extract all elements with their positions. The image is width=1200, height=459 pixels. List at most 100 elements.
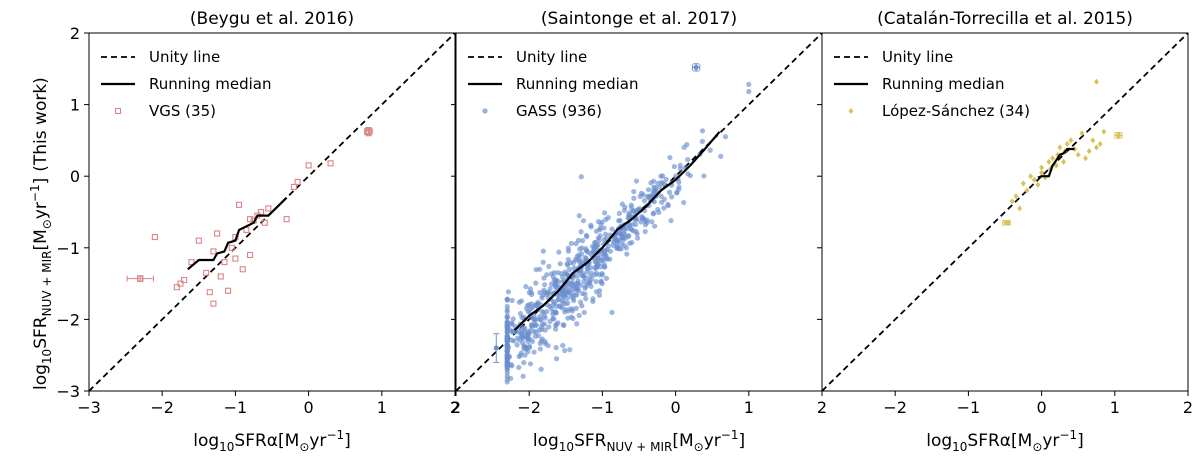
panel-1: (Beygu et al. 2016) −3 −2 −1 0 1 2 −3 −2 −1 0 1 2 log… xyxy=(56,9,460,454)
data-point xyxy=(588,270,594,276)
data-point xyxy=(529,323,535,329)
data-point xyxy=(574,321,580,327)
data-point xyxy=(631,189,637,195)
data-point xyxy=(596,292,603,298)
data-point xyxy=(283,216,290,223)
legend-label: VGS (35) xyxy=(149,102,216,120)
x-axis-label: log10SFRα[M⊙yr−1] xyxy=(193,428,351,454)
data-point xyxy=(1013,193,1019,200)
data-point xyxy=(504,313,510,319)
legend: Unity line Running median López-Sánchez (3… xyxy=(834,48,1030,120)
data-point xyxy=(651,210,657,216)
data-point xyxy=(1075,151,1081,158)
data-point xyxy=(603,275,610,281)
data-point xyxy=(622,231,628,238)
plot-area xyxy=(89,33,455,391)
data-point xyxy=(1009,198,1015,205)
data-point xyxy=(581,278,587,284)
data-point xyxy=(537,266,543,272)
data-point xyxy=(533,322,539,328)
x-tick-label: 2 xyxy=(451,398,461,417)
x-tick-label: 1 xyxy=(744,398,754,417)
data-point xyxy=(669,194,675,200)
data-point xyxy=(294,178,301,185)
data-point xyxy=(610,242,616,248)
legend-label: Running median xyxy=(882,75,1004,93)
data-point xyxy=(526,302,532,308)
data-point xyxy=(633,178,640,184)
data-point xyxy=(571,297,577,304)
data-point xyxy=(206,289,213,296)
data-point xyxy=(210,300,217,307)
data-point xyxy=(181,276,188,284)
data-point xyxy=(623,245,629,251)
data-point xyxy=(542,327,548,333)
data-point xyxy=(545,343,551,349)
legend-marker xyxy=(482,108,488,114)
panel-title: (Saintonge et al. 2017) xyxy=(541,9,737,29)
data-point xyxy=(584,234,590,240)
data-point xyxy=(228,244,235,251)
data-point xyxy=(652,223,658,229)
data-point xyxy=(1072,145,1078,152)
data-point xyxy=(541,313,548,319)
data-point xyxy=(627,240,633,246)
data-point xyxy=(601,225,607,231)
data-point xyxy=(544,272,550,278)
data-point xyxy=(525,336,531,342)
data-point xyxy=(527,361,534,367)
data-point xyxy=(1094,78,1099,85)
data-point xyxy=(1057,144,1063,151)
data-point xyxy=(531,349,537,355)
x-tick-label: 0 xyxy=(1037,398,1047,417)
data-point xyxy=(609,309,615,315)
data-point xyxy=(563,271,569,277)
data-point xyxy=(1094,144,1099,151)
legend-label: Unity line xyxy=(882,48,953,66)
data-point xyxy=(504,366,510,372)
data-point xyxy=(1064,140,1070,147)
data-point xyxy=(225,287,232,294)
x-tick-label: 0 xyxy=(671,398,681,417)
data-point xyxy=(504,358,510,364)
data-point xyxy=(525,349,531,355)
data-point xyxy=(509,297,515,304)
data-point xyxy=(599,270,605,277)
x-tick-label: −1 xyxy=(957,398,981,417)
data-point xyxy=(504,379,510,385)
legend-label: Unity line xyxy=(516,48,587,66)
data-point xyxy=(221,259,228,266)
data-point xyxy=(665,201,671,208)
data-point xyxy=(514,342,520,348)
data-point xyxy=(555,297,562,303)
data-point xyxy=(525,329,531,335)
data-point xyxy=(539,295,545,301)
data-point xyxy=(1039,169,1045,176)
data-point xyxy=(536,327,542,333)
data-point xyxy=(663,176,669,182)
data-point xyxy=(671,163,677,170)
data-point xyxy=(177,280,184,287)
data-point xyxy=(667,154,673,161)
y-axis-label: log10SFRNUV + MIR[M⊙yr−1](This work) xyxy=(28,77,54,390)
data-point xyxy=(562,300,568,307)
data-point xyxy=(598,279,604,285)
data-point xyxy=(681,144,687,150)
data-point xyxy=(521,345,527,352)
data-point xyxy=(1061,158,1067,165)
data-point xyxy=(579,245,585,251)
data-point xyxy=(551,316,557,322)
data-point xyxy=(1035,181,1041,188)
data-point xyxy=(232,255,239,262)
legend-label: Running median xyxy=(516,75,638,93)
panel-3: (Catalán-Torrecilla et al. 2015) 2 −2 −1 0 1 2… xyxy=(817,9,1193,454)
data-point xyxy=(526,290,532,296)
data-point xyxy=(718,153,724,159)
data-point xyxy=(566,267,573,273)
data-point xyxy=(641,198,648,204)
data-point xyxy=(595,218,601,225)
x-tick-label: −2 xyxy=(150,398,174,417)
data-point xyxy=(553,356,560,362)
data-point xyxy=(520,334,526,340)
panel-title: (Catalán-Torrecilla et al. 2015) xyxy=(877,9,1133,29)
